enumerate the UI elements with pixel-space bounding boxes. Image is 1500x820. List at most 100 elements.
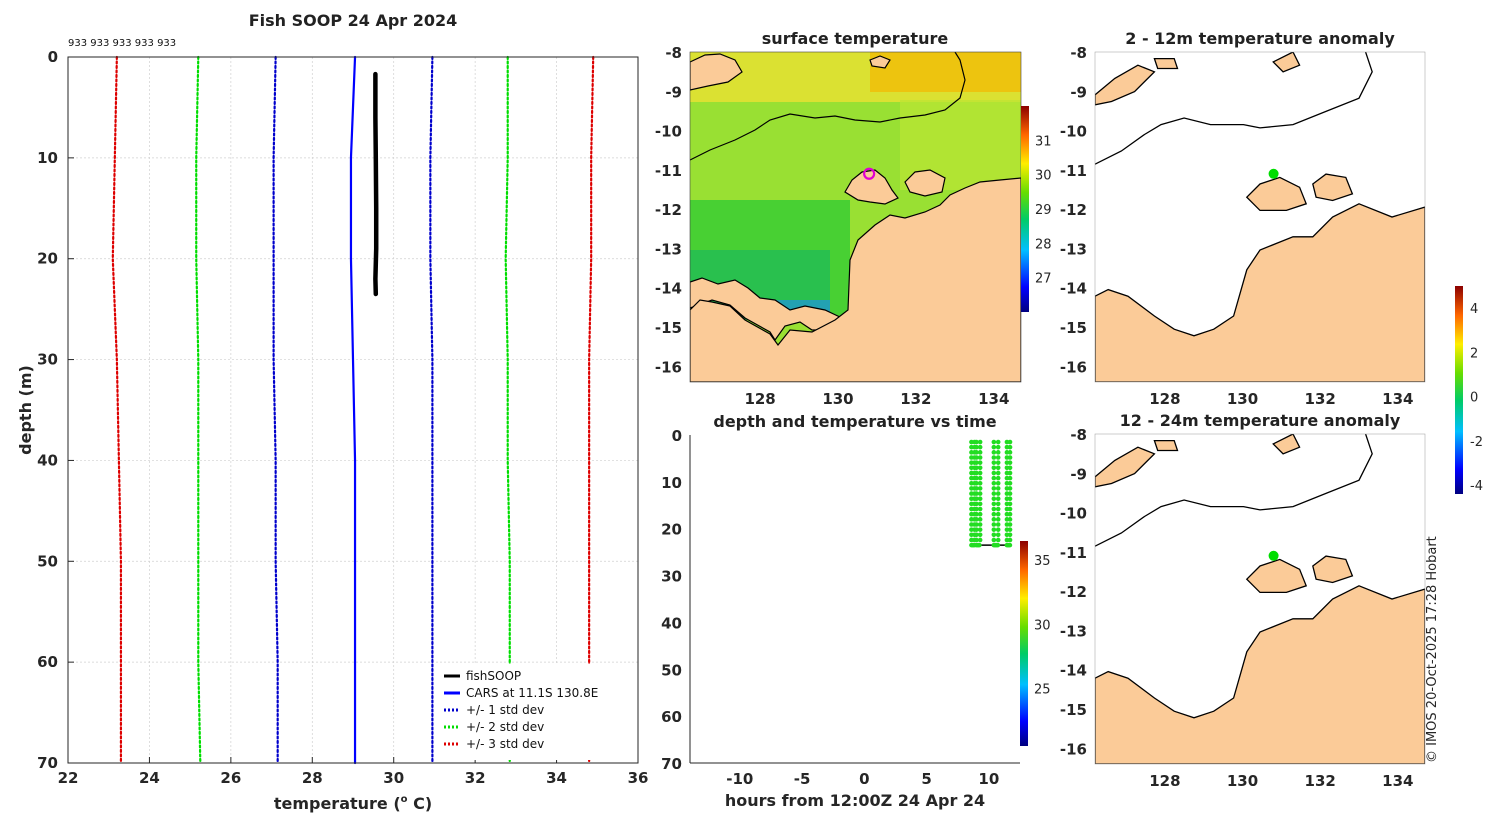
profile-title: Fish SOOP 24 Apr 2024 (249, 11, 458, 30)
map-xtick-label: 130 (1227, 772, 1258, 790)
timeseries-point (995, 450, 1001, 455)
timeseries-point (995, 470, 1001, 476)
map-station-marker (1268, 168, 1279, 179)
timeseries-xtick-label: 0 (859, 770, 869, 788)
timeseries-colorbar (1020, 541, 1028, 746)
profile-xtick-label: 22 (58, 769, 79, 787)
timeseries-point (991, 532, 997, 538)
profile-grid (67, 56, 639, 764)
timeseries-point (974, 470, 979, 476)
timeseries-point (977, 532, 983, 538)
timeseries-point (991, 439, 997, 445)
map-xtick-label: 130 (1227, 390, 1258, 408)
map-landmass (1095, 585, 1425, 764)
map-island (1312, 555, 1354, 584)
timeseries-colorbar-tick: 35 (1034, 554, 1051, 569)
timeseries-point (977, 527, 983, 532)
map-island (1153, 439, 1179, 452)
profile-ytick-label: 30 (37, 351, 58, 369)
map-island (1272, 434, 1301, 455)
map-xtick-label: 130 (822, 390, 853, 408)
anom-2-12-map (1094, 51, 1426, 383)
timeseries-point (974, 444, 979, 450)
timeseries-point (991, 450, 997, 455)
profile-series-line-upper (504, 55, 511, 765)
timeseries-point (977, 501, 983, 507)
profile-ytick-label: 50 (37, 552, 58, 570)
timeseries-title: depth and temperature vs time (713, 412, 996, 431)
profile-xtick-label: 32 (465, 769, 486, 787)
map-island (1312, 173, 1354, 202)
timeseries-ytick-label: 40 (661, 614, 682, 632)
anom-colorbar-ticks: 4 2 0 -2 -4 (1470, 302, 1483, 494)
timeseries-point (1007, 465, 1013, 471)
profile-panel: Fish SOOP 24 Apr 2024 933 933 933 933 93… (16, 11, 648, 813)
profile-series-line (373, 71, 379, 297)
map-ytick-label: -12 (655, 201, 682, 219)
timeseries-point (1007, 491, 1013, 496)
map-ytick-label: -11 (1060, 162, 1087, 180)
sst-title: surface temperature (762, 29, 949, 48)
timeseries-point (1007, 455, 1013, 460)
timeseries-point (995, 506, 1001, 512)
timeseries-point (977, 450, 983, 455)
timeseries-point (995, 439, 1001, 445)
timeseries-point (977, 537, 983, 543)
map-ytick-label: -11 (655, 162, 682, 180)
sst-station-marker (863, 167, 876, 180)
timeseries-point (995, 522, 1001, 527)
timeseries-point (974, 506, 979, 512)
map-xtick-label: 134 (1382, 772, 1413, 790)
timeseries-point (991, 475, 997, 481)
map-xtick-label: 128 (1149, 772, 1180, 790)
anom-colorbar-group: 4 2 0 -2 -4 (1455, 286, 1483, 494)
timeseries-point (977, 465, 983, 471)
timeseries-point (995, 460, 1001, 465)
timeseries-point (977, 460, 983, 465)
profile-ytick-label: 10 (37, 149, 58, 167)
anom-colorbar-tick: -2 (1470, 435, 1483, 450)
sst-colorbar-tick: 27 (1035, 272, 1052, 287)
sst-panel: surface temperature 128 130 132 134 -8 -9 -10 -… (655, 29, 1052, 408)
profile-xtick-label: 30 (383, 769, 404, 787)
map-ytick-label: -12 (1060, 583, 1087, 601)
sst-colorbar-ticks: 27 28 29 30 31 (1035, 134, 1052, 286)
timeseries-point (974, 496, 979, 502)
map-ytick-label: -16 (1060, 358, 1087, 376)
map-ytick-label: -14 (1060, 662, 1087, 680)
profile-xtick-label: 36 (628, 769, 649, 787)
timeseries-point (991, 486, 997, 491)
timeseries-point (991, 537, 997, 543)
timeseries-point (995, 511, 1001, 517)
profile-xtick-label: 24 (139, 769, 160, 787)
map-ytick-label: -12 (1060, 201, 1087, 219)
timeseries-point (991, 501, 997, 507)
map-ytick-label: -8 (1070, 44, 1087, 62)
profile-xtick-label: 34 (546, 769, 567, 787)
timeseries-point (1007, 486, 1013, 491)
timeseries-point (995, 532, 1001, 538)
profile-xtick-label: 26 (220, 769, 241, 787)
sst-field (690, 52, 1021, 382)
timeseries-point (991, 455, 997, 460)
legend-label-cars: CARS at 11.1S 130.8E (466, 686, 598, 700)
timeseries-point (1007, 537, 1013, 543)
timeseries-point (995, 480, 1001, 486)
map-ytick-label: -9 (1070, 465, 1087, 483)
map-land-layer (1095, 434, 1425, 764)
timeseries-point (974, 522, 979, 527)
legend-label-fishsoop: fishSOOP (466, 669, 521, 683)
map-ytick-label: -15 (655, 319, 682, 337)
timeseries-point (1007, 475, 1013, 481)
timeseries-point (995, 527, 1001, 532)
timeseries-point (977, 511, 983, 517)
timeseries-point (1007, 501, 1013, 507)
timeseries-point (995, 465, 1001, 471)
map-ytick-label: -14 (655, 280, 682, 298)
timeseries-point (995, 537, 1001, 543)
timeseries-point (1007, 522, 1013, 527)
map-land-layer (1095, 52, 1425, 382)
timeseries-xtick-label: 5 (921, 770, 931, 788)
timeseries-point (977, 470, 983, 476)
timeseries-point (974, 532, 979, 538)
